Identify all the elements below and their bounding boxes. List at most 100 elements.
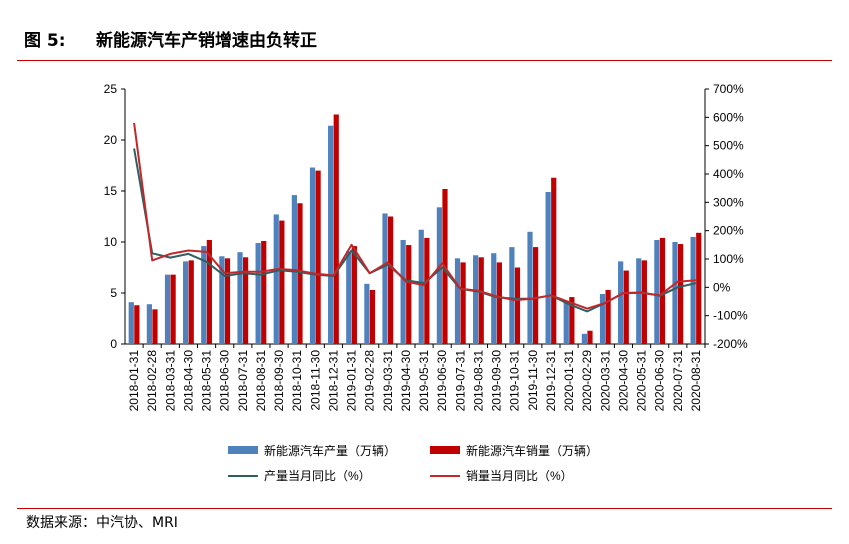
x-tick-label: 2019-10-31 xyxy=(508,350,522,412)
sales-bar xyxy=(261,240,267,344)
x-tick-label: 2018-06-30 xyxy=(218,350,232,412)
sales-bar xyxy=(678,244,684,344)
x-tick-label: 2018-02-28 xyxy=(145,350,159,412)
x-tick-label: 2020-02-29 xyxy=(580,350,594,412)
production-bar xyxy=(509,247,515,344)
sales-bar xyxy=(496,262,502,344)
chart: 0 5 10 15 20 25 -200% -100% 0% 100% 200% 300% 400% 50… xyxy=(104,82,748,483)
sales-bar xyxy=(152,309,158,344)
production-bar xyxy=(418,229,424,344)
x-tick-label: 2020-04-30 xyxy=(616,350,630,412)
sales-bar xyxy=(279,220,285,344)
sales-bar xyxy=(369,289,376,344)
sales-bar xyxy=(605,289,611,344)
x-tick-label: 2019-07-31 xyxy=(453,350,467,412)
production-bar xyxy=(672,242,678,344)
x-tick-label: 2018-08-31 xyxy=(254,350,268,412)
legend-label: 销量当月同比（%） xyxy=(466,469,573,483)
legend-label: 新能源汽车销量（万辆） xyxy=(466,443,598,458)
production-bar xyxy=(581,333,587,344)
sales-bar xyxy=(514,267,521,344)
right-tick-label: 100% xyxy=(713,252,744,266)
x-tick-label: 2018-03-31 xyxy=(163,350,177,412)
figure-title: 图 5: 新能源汽车产销增速由负转正 xyxy=(24,26,317,51)
production-bar xyxy=(309,167,316,344)
x-tick-label: 2020-05-31 xyxy=(635,350,649,412)
left-tick-label: 15 xyxy=(104,184,118,198)
x-tick-label: 2019-05-31 xyxy=(417,350,431,412)
sales-bar xyxy=(315,170,321,344)
sales-bar xyxy=(460,262,466,344)
sales-bar xyxy=(569,297,575,344)
x-tick-label: 2020-01-31 xyxy=(562,350,576,412)
x-tick-label: 2018-09-30 xyxy=(272,350,286,412)
sales-bar xyxy=(406,245,412,344)
sales-bar xyxy=(188,260,194,344)
right-tick-label: 0% xyxy=(713,280,731,294)
production-bar xyxy=(201,246,207,344)
right-tick-label: 500% xyxy=(713,139,744,153)
legend-swatch xyxy=(430,446,460,454)
sales-bar xyxy=(533,247,539,344)
x-tick-label: 2018-01-31 xyxy=(127,350,141,412)
x-tick-label: 2019-06-30 xyxy=(435,350,449,412)
x-tick-label: 2018-04-30 xyxy=(181,350,195,412)
x-tick-label: 2019-08-31 xyxy=(471,350,485,412)
x-tick-label: 2020-03-31 xyxy=(598,350,612,412)
sales-bar xyxy=(551,177,557,344)
sales-bar xyxy=(388,216,394,344)
left-tick-label: 20 xyxy=(104,133,118,147)
top-rule xyxy=(17,60,832,61)
sales-bar xyxy=(170,274,176,344)
sales-bar xyxy=(333,114,339,344)
x-tick-label: 2020-08-31 xyxy=(689,350,703,412)
legend-label: 新能源汽车产量（万辆） xyxy=(264,443,396,458)
production-bar xyxy=(219,256,225,344)
sales-bar xyxy=(696,232,702,344)
x-tick-label: 2019-09-30 xyxy=(490,350,504,412)
bottom-rule xyxy=(17,508,832,509)
production-bar xyxy=(545,192,551,344)
left-tick-label: 25 xyxy=(104,82,118,96)
x-tick-label: 2018-07-31 xyxy=(236,350,250,412)
left-tick-label: 5 xyxy=(110,286,117,300)
production-bar xyxy=(473,255,479,344)
sales-bar xyxy=(641,260,647,344)
right-tick-label: 400% xyxy=(713,167,744,181)
left-tick-label: 10 xyxy=(104,235,118,249)
production-bar xyxy=(382,213,388,344)
sales-bar xyxy=(297,203,303,344)
right-tick-label: 200% xyxy=(713,224,744,238)
sales-bar xyxy=(224,258,231,344)
production-bar xyxy=(146,304,152,344)
production-bar xyxy=(527,231,533,344)
production-bar xyxy=(346,251,352,344)
sales-bar xyxy=(659,237,666,344)
x-tick-label: 2020-07-31 xyxy=(671,350,685,412)
sales-bar xyxy=(424,237,430,344)
figure-label: 图 5: xyxy=(24,31,66,51)
production-bar xyxy=(128,302,134,344)
right-tick-label: -200% xyxy=(713,337,748,351)
sales-bar xyxy=(243,257,249,344)
sales-bar xyxy=(351,246,357,344)
sales-yoy-line xyxy=(133,122,696,310)
x-tick-label: 2020-06-30 xyxy=(653,350,667,412)
x-tick-label: 2018-12-31 xyxy=(326,350,340,412)
sales-bar xyxy=(623,270,629,344)
production-bar xyxy=(436,207,442,344)
right-tick-label: 700% xyxy=(713,82,744,96)
right-tick-label: -100% xyxy=(713,309,748,323)
x-tick-label: 2018-10-31 xyxy=(290,350,304,412)
legend-swatch xyxy=(228,446,258,454)
production-bar xyxy=(255,243,261,344)
x-tick-label: 2019-04-30 xyxy=(399,350,413,412)
production-bar xyxy=(491,253,497,344)
x-tick-label: 2018-05-31 xyxy=(200,350,214,412)
production-bar xyxy=(563,302,569,344)
production-bar xyxy=(364,283,370,344)
sales-bar xyxy=(587,330,593,344)
figure-title-text: 新能源汽车产销增速由负转正 xyxy=(96,31,317,51)
right-tick-label: 600% xyxy=(713,110,744,124)
production-bar xyxy=(636,258,642,344)
